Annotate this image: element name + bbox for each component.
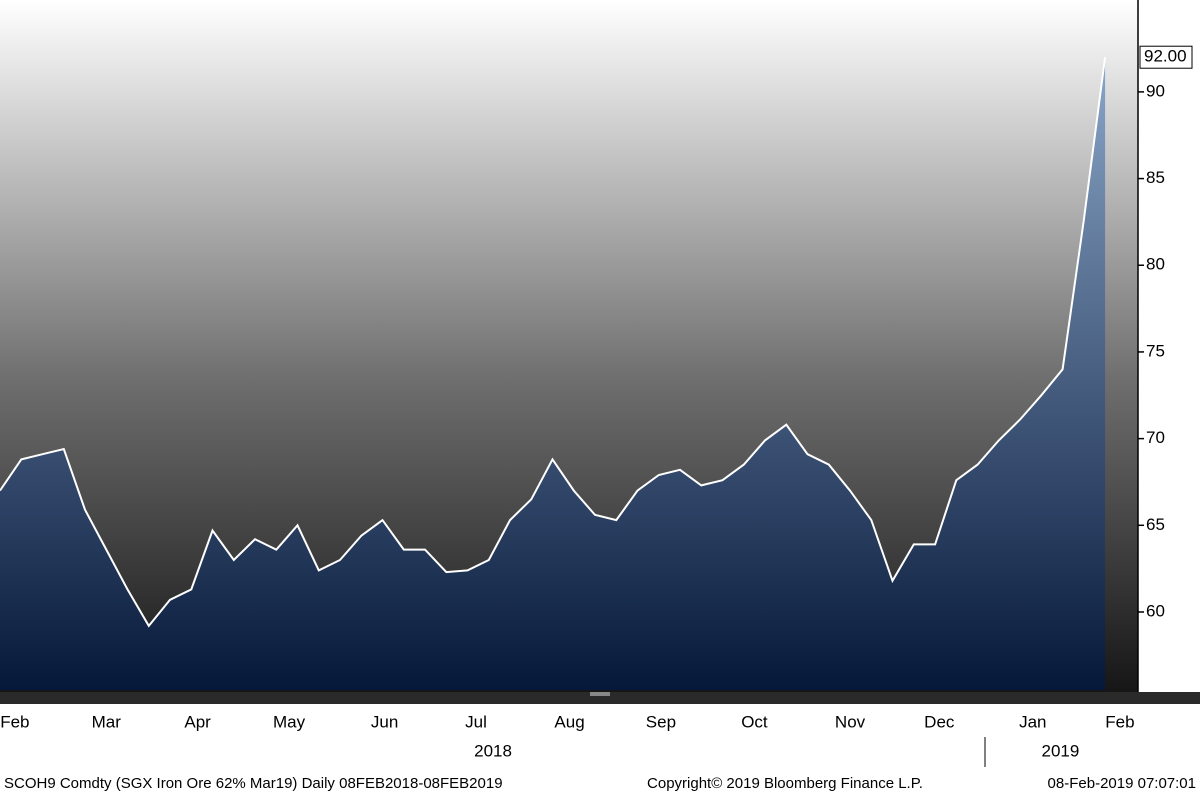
footer-security: SCOH9 Comdty (SGX Iron Ore 62% Mar19) Da…: [4, 775, 503, 792]
y-tick-label: 85: [1146, 168, 1165, 187]
y-tick-label: 80: [1146, 255, 1165, 274]
y-tick-label: 75: [1146, 341, 1165, 360]
x-tick-label: Aug: [554, 712, 584, 731]
footer-timestamp: 08-Feb-2019 07:07:01: [1048, 775, 1196, 792]
y-tick-label: 90: [1146, 81, 1165, 100]
x-tick-label: Apr: [184, 712, 211, 731]
x-tick-label: Jun: [371, 712, 398, 731]
x-tick-label: Dec: [924, 712, 955, 731]
scroll-handle: [590, 692, 610, 696]
footer-copyright: Copyright© 2019 Bloomberg Finance L.P.: [647, 775, 923, 792]
area-fill: [0, 57, 1106, 690]
y-tick-label: 70: [1146, 428, 1165, 447]
year-label: 2018: [474, 741, 512, 760]
axis-band: [0, 692, 1200, 704]
y-tick-label: 60: [1146, 601, 1165, 620]
x-tick-label: Feb: [0, 712, 29, 731]
x-tick-label: Mar: [92, 712, 122, 731]
x-tick-label: May: [273, 712, 306, 731]
x-tick-label: Jul: [465, 712, 487, 731]
last-value-label: 92.00: [1144, 47, 1187, 66]
x-tick-label: Nov: [835, 712, 866, 731]
last-value-box: [1139, 45, 1193, 69]
y-tick-label: 65: [1146, 515, 1165, 534]
x-tick-label: Feb: [1105, 712, 1134, 731]
year-label: 2019: [1042, 741, 1080, 760]
x-tick-label: Oct: [741, 712, 768, 731]
x-tick-label: Sep: [646, 712, 676, 731]
price-line: [0, 57, 1107, 628]
x-tick-label: Jan: [1019, 712, 1046, 731]
